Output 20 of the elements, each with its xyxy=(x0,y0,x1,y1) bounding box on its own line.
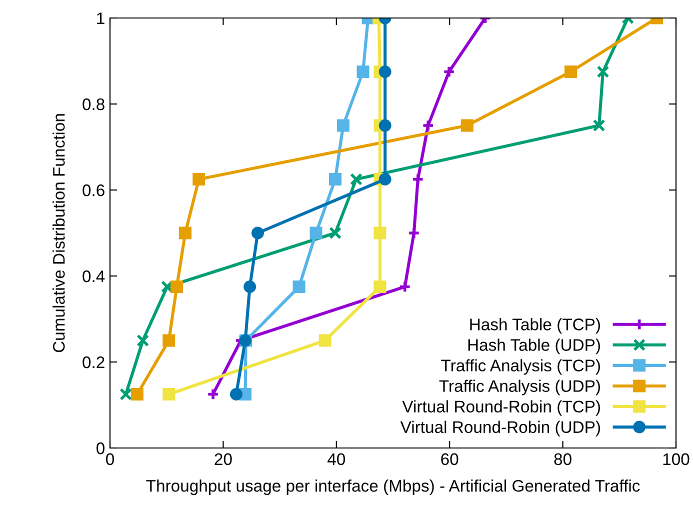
y-axis-title: Cumulative Distribution Function xyxy=(52,114,65,352)
y-tick-label: 0.6 xyxy=(82,184,104,196)
x-tick-label: 100 xyxy=(663,453,690,466)
y-tick-label: 0.2 xyxy=(82,356,104,368)
y-tick-label: 0.8 xyxy=(82,98,104,110)
legend-label: Virtual Round-Robin (UDP) xyxy=(400,420,600,436)
y-tick-label: 0 xyxy=(96,442,104,454)
x-tick-label: 0 xyxy=(106,453,114,466)
legend-label: Virtual Round-Robin (TCP) xyxy=(402,400,600,416)
legend-label: Hash Table (UDP) xyxy=(468,338,600,354)
y-tick-label: 1 xyxy=(97,12,104,24)
x-axis-title: Throughput usage per interface (Mbps) - Artificial Generated Traffic xyxy=(146,480,640,496)
x-tick-label: 20 xyxy=(214,453,232,466)
y-tick-label: 0.4 xyxy=(82,270,105,282)
legend-label: Hash Table (TCP) xyxy=(470,318,600,334)
x-tick-label: 40 xyxy=(328,453,346,466)
x-tick-label: 60 xyxy=(441,453,458,466)
legend-label: Traffic Analysis (UDP) xyxy=(439,380,600,396)
legend-label: Traffic Analysis (TCP) xyxy=(441,359,600,375)
x-tick-label: 80 xyxy=(554,453,572,466)
